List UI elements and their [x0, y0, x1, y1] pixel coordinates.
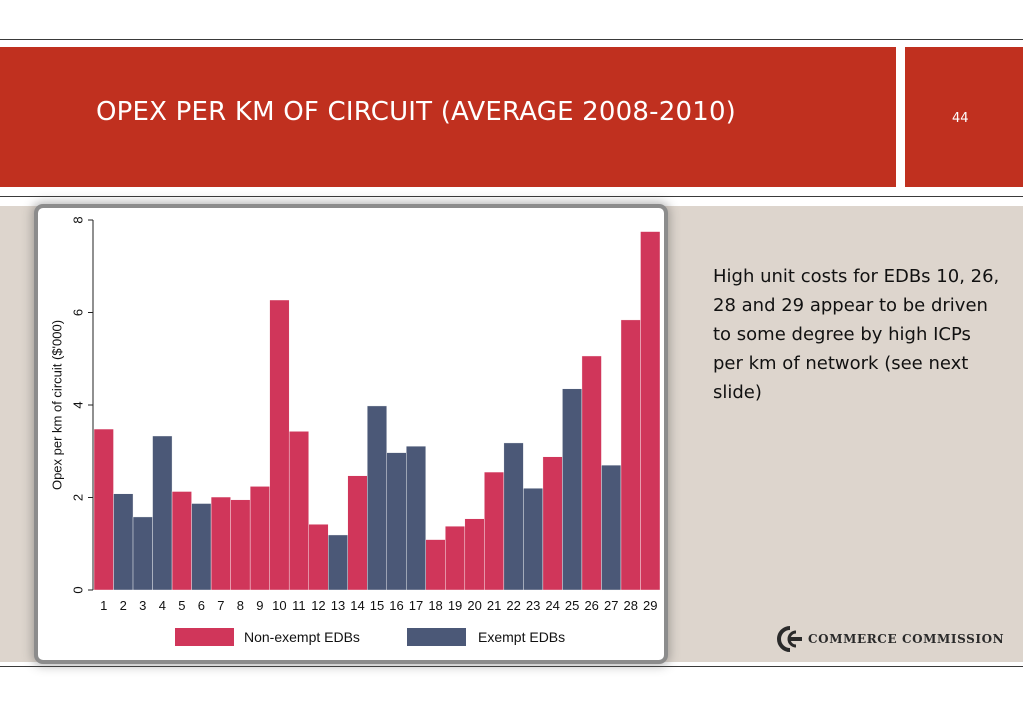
title-banner [0, 47, 896, 187]
x-tick-label: 22 [506, 598, 520, 613]
x-tick-label: 26 [584, 598, 598, 613]
bar-12 [308, 524, 329, 591]
bar-28 [620, 319, 641, 591]
bar-29 [640, 231, 661, 591]
y-tick-label: 6 [70, 309, 85, 316]
x-tick-label: 10 [272, 598, 286, 613]
x-tick-label: 7 [217, 598, 224, 613]
bar-9 [249, 486, 270, 591]
x-tick-label: 28 [623, 598, 637, 613]
x-tick-label: 14 [350, 598, 364, 613]
x-tick-label: 24 [545, 598, 559, 613]
x-tick-label: 21 [487, 598, 501, 613]
commission-emblem-icon [777, 626, 802, 652]
x-tick-label: 11 [292, 598, 306, 613]
bar-7 [210, 496, 231, 591]
bar-20 [464, 518, 485, 591]
y-tick-label: 8 [70, 216, 85, 223]
banner-bottom-rule [0, 196, 1023, 197]
bar-18 [425, 539, 446, 591]
bar-1 [93, 428, 114, 591]
x-tick-label: 27 [604, 598, 618, 613]
x-tick-label: 15 [370, 598, 384, 613]
x-tick-label: 20 [467, 598, 481, 613]
commentary-text: High unit costs for EDBs 10, 26, 28 and … [713, 266, 1000, 403]
bar-19 [445, 525, 466, 591]
title-banner-side [905, 47, 1023, 187]
legend-label: Exempt EDBs [478, 629, 565, 645]
x-tick-label: 5 [178, 598, 185, 613]
bar-26 [581, 355, 602, 591]
x-tick-label: 29 [643, 598, 657, 613]
x-tick-label: 6 [198, 598, 205, 613]
x-tick-label: 13 [331, 598, 345, 613]
bar-24 [542, 456, 563, 591]
chart-frame: 1 2 3 4 5 6 7 8 9 10 11 12 13 14 15 16 17 18 19 20 21 22 23 24 2… [38, 208, 664, 660]
bottom-rule [0, 666, 1023, 667]
bar-17 [406, 445, 426, 591]
x-tick-label: 19 [448, 598, 462, 613]
bar-4 [152, 435, 173, 591]
bar-chart: 1 2 3 4 5 6 7 8 9 10 11 12 13 14 15 16 17 18 19 20 21 22 23 24 2… [49, 216, 661, 646]
bar-6 [191, 503, 212, 591]
x-tick-label: 3 [139, 598, 146, 613]
slide-title: OPEX PER KM OF CIRCUIT (AVERAGE 2008-201… [96, 97, 737, 127]
x-tick-label: 4 [159, 598, 166, 613]
y-tick-label: 0 [70, 586, 85, 593]
legend-swatch [175, 628, 234, 646]
x-tick-label: 12 [311, 598, 325, 613]
x-tick-label: 23 [526, 598, 540, 613]
bar-21 [484, 471, 505, 591]
bar-5 [171, 491, 192, 591]
x-tick-label: 8 [237, 598, 244, 613]
bar-22 [503, 442, 524, 591]
bar-10 [269, 299, 290, 591]
legend-label: Non-exempt EDBs [244, 629, 360, 645]
logo-text: COMMERCE COMMISSION [808, 632, 1005, 646]
x-tick-label: 25 [565, 598, 579, 613]
x-tick-label: 18 [428, 598, 442, 613]
bar-16 [386, 452, 407, 591]
bar-8 [230, 499, 251, 591]
slide-number: 44 [952, 111, 969, 126]
x-tick-label: 16 [389, 598, 403, 613]
bar-15 [367, 405, 387, 591]
y-axis-title: Opex per km of circuit ($'000) [49, 320, 64, 490]
bar-27 [601, 464, 622, 591]
bar-25 [562, 388, 583, 591]
legend-swatch [407, 628, 466, 646]
bar-3 [132, 516, 153, 591]
bar-2 [113, 493, 134, 591]
x-tick-label: 2 [120, 598, 127, 613]
bar-13 [328, 534, 348, 591]
x-tick-label: 17 [409, 598, 423, 613]
x-tick-label: 1 [100, 598, 107, 613]
top-rule [0, 39, 1023, 40]
bar-14 [347, 475, 368, 591]
bar-23 [523, 488, 544, 591]
y-tick-label: 2 [70, 494, 85, 501]
commerce-commission-logo: COMMERCE COMMISSION [774, 624, 1004, 654]
x-tick-label: 9 [256, 598, 263, 613]
bar-11 [288, 431, 309, 591]
y-tick-label: 4 [70, 401, 85, 408]
